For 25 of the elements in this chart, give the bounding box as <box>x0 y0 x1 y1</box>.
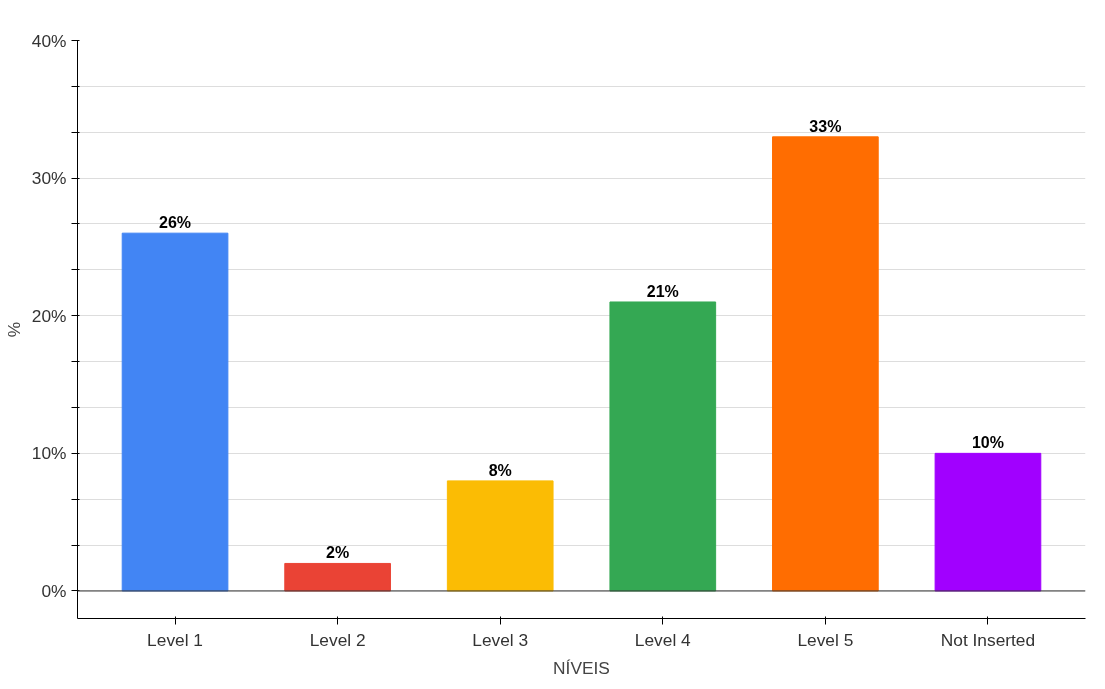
y-tick-label: 40% <box>31 30 67 51</box>
data-label: 2% <box>326 544 350 562</box>
bar <box>772 136 879 592</box>
bar <box>934 452 1042 592</box>
x-tick-label: Level 3 <box>472 629 529 650</box>
y-tick-label: 30% <box>31 168 67 189</box>
y-tick-label: 10% <box>31 443 67 464</box>
bar <box>609 301 717 592</box>
y-tick-label: 0% <box>41 580 67 601</box>
data-label: 33% <box>809 117 842 135</box>
x-tick-label: Level 5 <box>797 629 854 650</box>
data-label: 8% <box>488 461 512 479</box>
bar <box>446 480 554 592</box>
x-tick-label: Level 2 <box>309 629 366 650</box>
x-tick-label: Level 4 <box>634 629 692 650</box>
data-label: 10% <box>971 434 1004 452</box>
x-tick-label: Level 1 <box>147 629 203 650</box>
y-axis-title: % <box>3 321 24 338</box>
data-label: 26% <box>159 214 192 232</box>
x-tick-label: Not Inserted <box>940 629 1036 650</box>
bar <box>121 232 229 592</box>
data-label: 21% <box>646 282 679 300</box>
x-axis-title: NÍVEIS <box>553 657 610 678</box>
bar <box>284 562 391 592</box>
y-tick-label: 20% <box>31 305 67 326</box>
